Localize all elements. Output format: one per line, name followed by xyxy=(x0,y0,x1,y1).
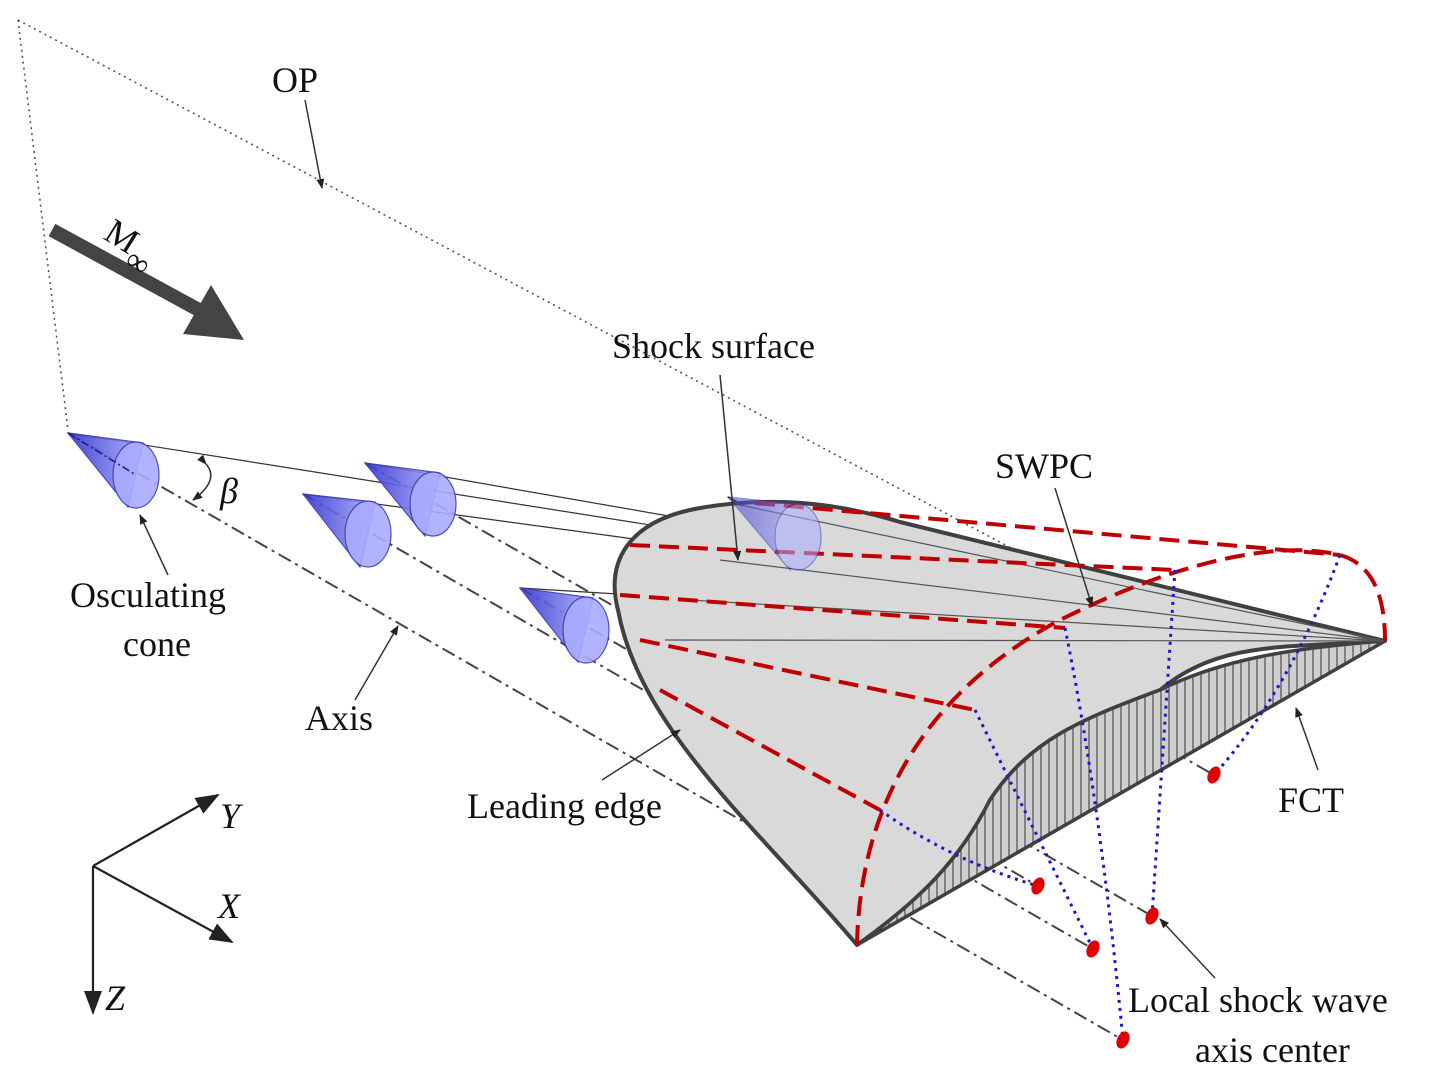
swpc-label: SWPC xyxy=(995,446,1093,486)
x-axis-label: X xyxy=(216,886,242,926)
coordinate-axes xyxy=(84,794,234,1015)
axis-center-point xyxy=(1145,907,1159,925)
beta-label: β xyxy=(219,471,238,511)
axis-label: Axis xyxy=(305,698,373,738)
svg-text:M∞: M∞ xyxy=(92,211,166,283)
shock-surface-label: Shock surface xyxy=(612,326,815,366)
waverider-body xyxy=(612,499,1387,947)
axis-center-point xyxy=(1116,1031,1130,1049)
cone-2 xyxy=(363,462,457,538)
beta-angle-arc xyxy=(192,454,212,501)
x-axis-arrow xyxy=(92,865,234,943)
fct-label: FCT xyxy=(1278,780,1344,820)
cone-5 xyxy=(726,496,822,572)
shock-wave-profile-curves xyxy=(619,501,1387,946)
osculating-cones xyxy=(66,432,822,664)
local-axis-centers xyxy=(1031,766,1221,1049)
y-axis-label: Y xyxy=(220,796,244,836)
axis-center-point xyxy=(1031,877,1045,895)
local-shock-label-line2: axis center xyxy=(1195,1030,1350,1070)
base-hatching xyxy=(872,643,1378,936)
leading-edge-label: Leading edge xyxy=(467,786,662,826)
axis-center-point xyxy=(1207,766,1221,784)
local-radius-lines xyxy=(879,554,1342,1041)
freestream-arrow xyxy=(48,223,244,340)
op-label: OP xyxy=(272,60,318,100)
axis-center-point xyxy=(1086,940,1100,958)
cone-1 xyxy=(66,432,160,509)
mach-label: M∞ xyxy=(92,211,166,283)
cone-4 xyxy=(518,587,610,664)
osculating-label-line1: Osculating xyxy=(70,575,226,615)
osculating-label-line2: cone xyxy=(123,624,191,664)
z-axis-label: Z xyxy=(105,978,126,1018)
cone-3 xyxy=(301,493,392,569)
y-axis-arrow xyxy=(92,794,220,867)
local-shock-label-line1: Local shock wave xyxy=(1128,980,1388,1020)
leader-arrows xyxy=(139,99,1319,979)
osculating-plane-outline xyxy=(17,19,1091,591)
